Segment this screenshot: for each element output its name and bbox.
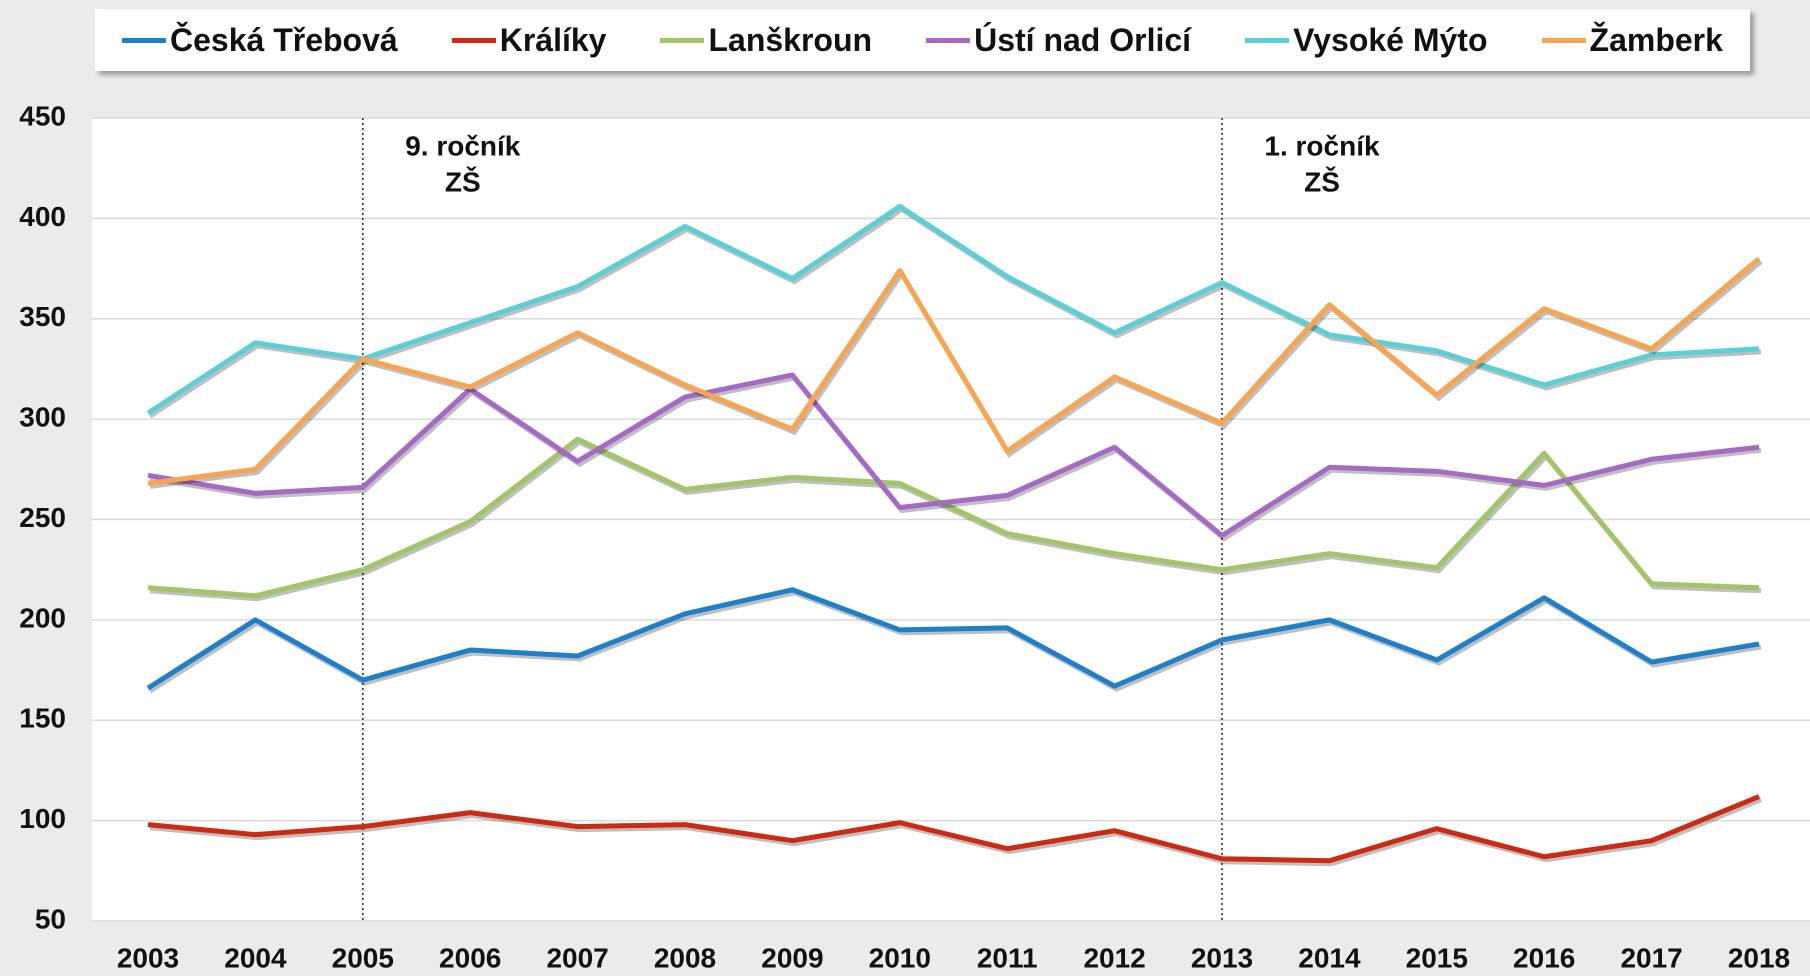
x-tick-label: 2013 bbox=[1191, 942, 1253, 973]
legend-item: Králíky bbox=[451, 21, 607, 59]
x-tick-label: 2017 bbox=[1620, 942, 1682, 973]
annotation-text: 1. ročník bbox=[1264, 130, 1380, 161]
y-tick-label: 150 bbox=[19, 703, 66, 734]
x-tick-label: 2006 bbox=[439, 942, 501, 973]
series-line bbox=[147, 436, 1760, 599]
x-tick-label: 2011 bbox=[977, 942, 1038, 973]
line-shadow bbox=[149, 375, 1762, 542]
series-line bbox=[147, 372, 1760, 539]
x-tick-label: 2018 bbox=[1728, 942, 1790, 973]
series-line bbox=[146, 587, 1760, 691]
legend-item: Lanškroun bbox=[660, 22, 872, 59]
y-tick-label: 100 bbox=[19, 803, 66, 834]
legend: Česká Třebová Králíky Lanškroun Ústí nad Or… bbox=[95, 9, 1750, 71]
x-tick-label: 2003 bbox=[117, 942, 179, 973]
legend-label: Králíky bbox=[499, 21, 607, 58]
y-tick-label: 250 bbox=[19, 502, 66, 533]
legend-item: Česká Třebová bbox=[122, 22, 398, 59]
x-tick-label: 2014 bbox=[1298, 942, 1361, 973]
legend-swatch bbox=[122, 37, 167, 43]
annotation-text: ZŠ bbox=[1304, 165, 1340, 197]
legend-swatch bbox=[660, 37, 705, 43]
x-tick-label: 2010 bbox=[869, 942, 931, 973]
y-tick-label: 350 bbox=[19, 301, 66, 332]
y-tick-label: 200 bbox=[19, 602, 66, 633]
x-tick-label: 2015 bbox=[1406, 942, 1468, 973]
series-line bbox=[147, 794, 1760, 864]
legend-label: Ústí nad Orlicí bbox=[974, 21, 1192, 58]
x-tick-label: 2004 bbox=[224, 942, 287, 973]
legend-label: Česká Třebová bbox=[170, 21, 398, 58]
legend-swatch bbox=[451, 37, 496, 43]
legend-item: Ústí nad Orlicí bbox=[926, 22, 1191, 59]
legend-label: Žamberk bbox=[1589, 21, 1723, 58]
y-tick-label: 50 bbox=[35, 903, 66, 934]
y-tick-label: 300 bbox=[19, 402, 66, 433]
legend-swatch bbox=[1541, 37, 1586, 43]
annotation-text: 9. ročník bbox=[405, 130, 521, 161]
x-tick-label: 2009 bbox=[761, 942, 823, 973]
annotation-text: ZŠ bbox=[445, 165, 481, 197]
series-line bbox=[146, 203, 1760, 416]
legend-item: Vysoké Mýto bbox=[1245, 21, 1488, 59]
x-tick-label: 2012 bbox=[1083, 942, 1145, 973]
legend-swatch bbox=[1245, 37, 1290, 43]
legend-item: Žamberk bbox=[1541, 21, 1723, 59]
x-tick-label: 2007 bbox=[546, 942, 608, 973]
y-tick-label: 400 bbox=[19, 201, 66, 232]
line-shadow bbox=[148, 590, 1762, 694]
x-tick-label: 2005 bbox=[332, 942, 394, 973]
legend-label: Lanškroun bbox=[708, 21, 873, 58]
y-tick-label: 450 bbox=[19, 100, 66, 131]
series-line bbox=[147, 256, 1761, 486]
x-tick-label: 2016 bbox=[1513, 942, 1575, 973]
x-tick-label: 2008 bbox=[654, 942, 716, 973]
legend-swatch bbox=[926, 37, 971, 43]
legend-label: Vysoké Mýto bbox=[1293, 21, 1488, 58]
